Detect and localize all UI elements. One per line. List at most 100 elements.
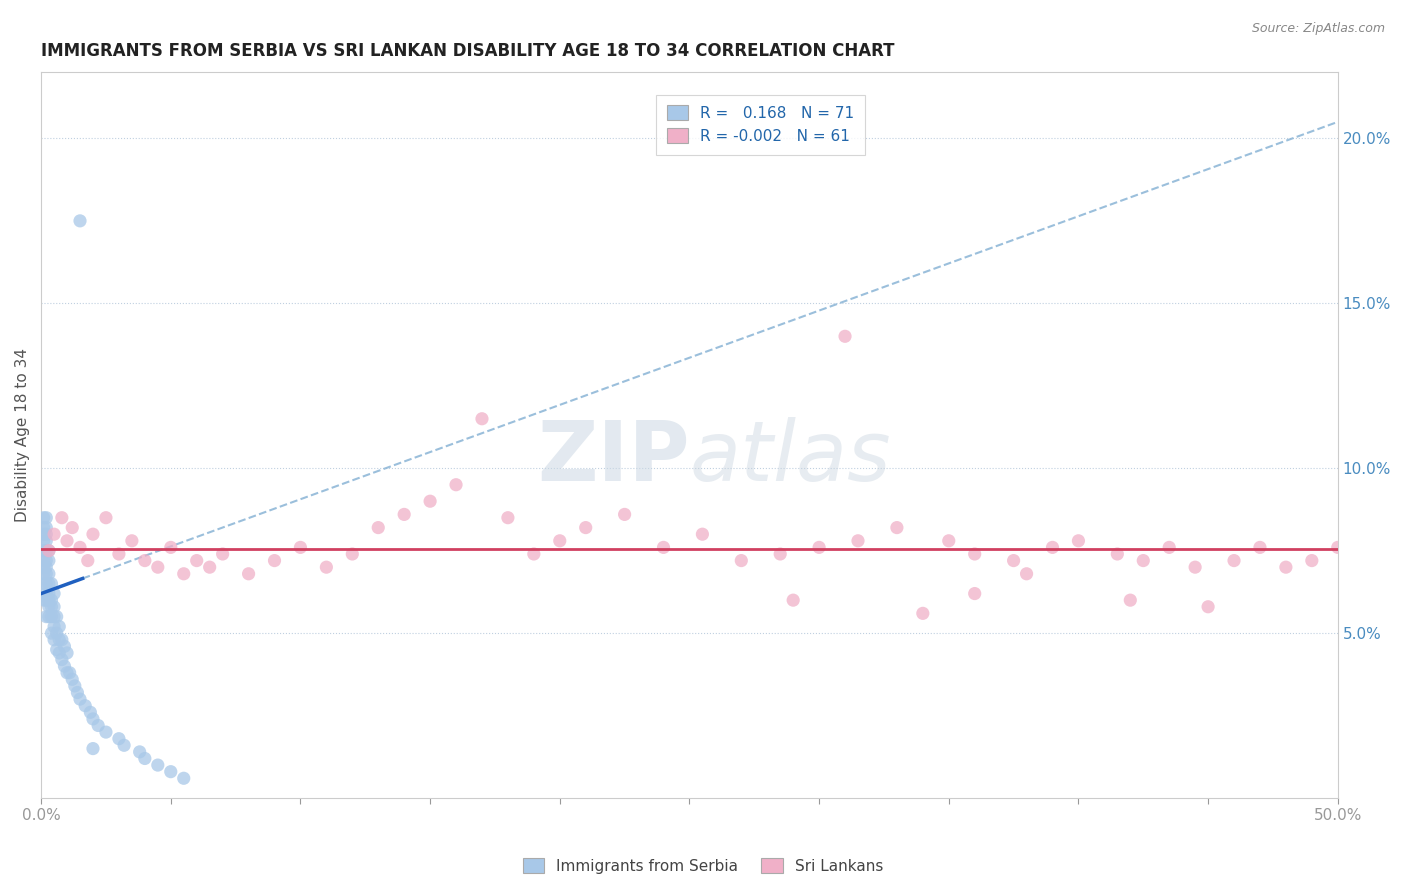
Point [32, 576, 55, 591]
Point [32, 533, 55, 548]
Point [51, 510, 73, 524]
Point [32, 593, 55, 607]
Point [53, 659, 76, 673]
Point [76, 553, 98, 567]
Point [42, 586, 65, 600]
Point [35, 543, 58, 558]
Point [1107, 547, 1129, 561]
Point [1326, 541, 1348, 555]
Point [42, 609, 65, 624]
Point [63, 679, 86, 693]
Point [60, 520, 83, 534]
Point [263, 553, 285, 567]
Point [32, 510, 55, 524]
Point [38, 586, 60, 600]
Point [45, 609, 67, 624]
Point [51, 652, 73, 666]
Point [42, 527, 65, 541]
Point [1015, 566, 1038, 581]
Point [173, 772, 195, 786]
Point [1067, 533, 1090, 548]
Point [159, 541, 181, 555]
Point [1197, 599, 1219, 614]
Point [35, 593, 58, 607]
Point [41, 576, 63, 591]
Point [1184, 560, 1206, 574]
Point [35, 609, 58, 624]
Point [35, 527, 58, 541]
Point [1301, 553, 1323, 567]
Point [45, 642, 67, 657]
Point [419, 494, 441, 508]
Point [342, 547, 364, 561]
Point [35, 510, 58, 524]
Point [808, 541, 831, 555]
Point [35, 553, 58, 567]
Point [66, 685, 89, 699]
Point [94, 510, 117, 524]
Point [41, 626, 63, 640]
Point [496, 510, 519, 524]
Point [38, 576, 60, 591]
Point [32, 520, 55, 534]
Point [41, 609, 63, 624]
Text: ZIP: ZIP [537, 417, 689, 498]
Point [35, 576, 58, 591]
Point [146, 560, 169, 574]
Point [94, 725, 117, 739]
Point [444, 477, 467, 491]
Point [128, 745, 150, 759]
Point [1249, 541, 1271, 555]
Point [35, 560, 58, 574]
Point [75, 698, 97, 713]
Point [45, 626, 67, 640]
Point [48, 632, 70, 647]
Point [315, 560, 337, 574]
Point [35, 533, 58, 548]
Point [112, 739, 135, 753]
Point [51, 632, 73, 647]
Point [1042, 541, 1064, 555]
Text: IMMIGRANTS FROM SERBIA VS SRI LANKAN DISABILITY AGE 18 TO 34 CORRELATION CHART: IMMIGRANTS FROM SERBIA VS SRI LANKAN DIS… [41, 42, 894, 60]
Point [60, 673, 83, 687]
Point [1159, 541, 1181, 555]
Point [1223, 553, 1246, 567]
Point [846, 533, 869, 548]
Point [79, 706, 101, 720]
Point [38, 609, 60, 624]
Point [38, 543, 60, 558]
Point [134, 751, 156, 765]
Point [41, 599, 63, 614]
Point [32, 553, 55, 567]
Point [82, 527, 104, 541]
Point [938, 533, 960, 548]
Point [392, 508, 415, 522]
Point [38, 566, 60, 581]
Point [35, 586, 58, 600]
Point [32, 527, 55, 541]
Point [911, 607, 934, 621]
Point [42, 632, 65, 647]
Point [38, 553, 60, 567]
Point [56, 665, 79, 680]
Point [42, 599, 65, 614]
Point [575, 520, 598, 534]
Point [963, 547, 986, 561]
Point [613, 508, 636, 522]
Point [48, 646, 70, 660]
Y-axis label: Disability Age 18 to 34: Disability Age 18 to 34 [15, 348, 30, 522]
Point [48, 619, 70, 633]
Point [1132, 553, 1154, 567]
Point [1275, 560, 1298, 574]
Point [32, 560, 55, 574]
Legend: R =   0.168   N = 71, R = -0.002   N = 61: R = 0.168 N = 71, R = -0.002 N = 61 [657, 95, 865, 154]
Point [38, 593, 60, 607]
Point [290, 541, 312, 555]
Point [652, 541, 675, 555]
Point [82, 741, 104, 756]
Point [1119, 593, 1142, 607]
Point [38, 599, 60, 614]
Point [32, 543, 55, 558]
Point [59, 665, 82, 680]
Point [782, 593, 804, 607]
